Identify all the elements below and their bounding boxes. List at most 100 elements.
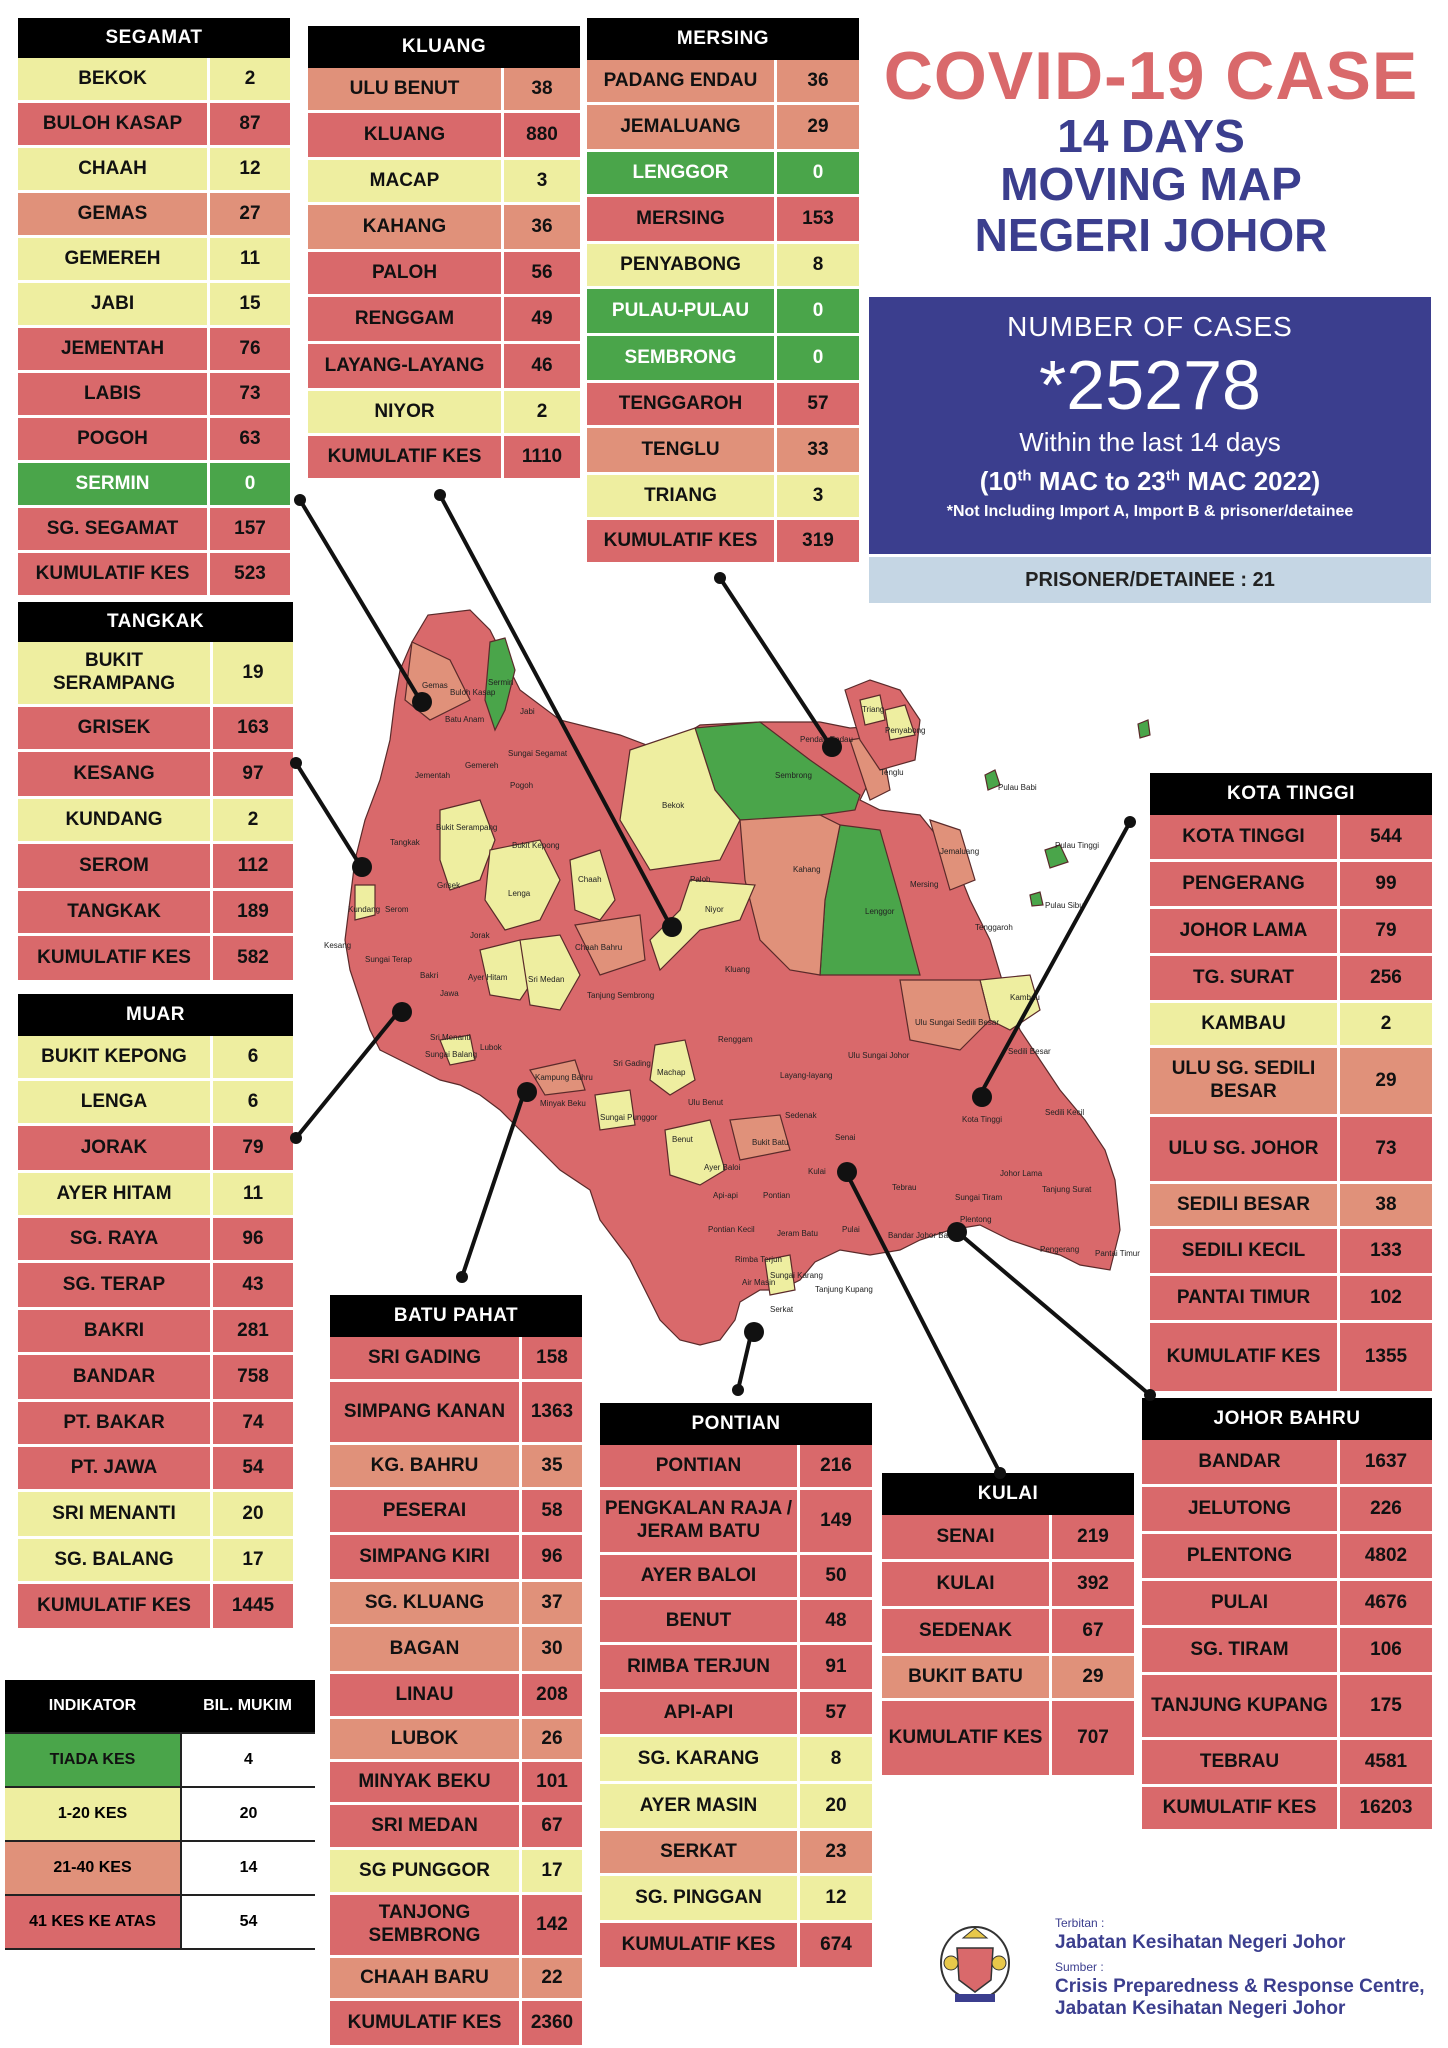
map-label-kota-tinggi: Kota Tinggi: [962, 1115, 1002, 1124]
mukim-row: SG. PINGGAN 12: [600, 1876, 872, 1923]
map-label-ulu-sedili: Ulu Sungai Sedili Besar: [915, 1018, 999, 1027]
mukim-row: KAMBAU 2: [1150, 1003, 1432, 1048]
mukim-name: KUMULATIF KES: [1142, 1787, 1340, 1829]
mukim-cases: 97: [242, 763, 264, 784]
mukim-cases: 67: [541, 1815, 563, 1836]
mukim-name: GEMAS: [18, 193, 210, 235]
connector-line-muar: [294, 1008, 402, 1140]
mukim-name: ULU BENUT: [308, 68, 504, 110]
mukim-cases: 153: [802, 208, 834, 229]
mukim-row: PULAI 4676: [1142, 1581, 1432, 1628]
mukim-name: PENYABONG: [587, 244, 777, 286]
mukim-cases: 4802: [1364, 1545, 1408, 1566]
mukim-name: JELUTONG: [1142, 1487, 1340, 1531]
mukim-cases: 142: [536, 1914, 568, 1935]
connector-dot: [662, 917, 682, 937]
mukim-name: KAMBAU: [1150, 1003, 1340, 1045]
mukim-row: JELUTONG 226: [1142, 1487, 1432, 1534]
sumber-label: Sumber :: [1055, 1960, 1104, 1974]
map-label-penyabong: Penyabong: [885, 726, 925, 735]
mukim-row: KUMULATIF KES 582: [18, 936, 293, 983]
connector-dot: [352, 857, 372, 877]
map-label-sermin: Sermin: [488, 678, 513, 687]
mukim-cases: 16203: [1359, 1797, 1413, 1818]
mukim-cases: 23: [825, 1841, 847, 1862]
mukim-name: CHAAH: [18, 148, 210, 190]
mukim-row: GRISEK 163: [18, 707, 293, 752]
mukim-cases: 73: [1375, 1138, 1397, 1159]
mukim-name: JABI: [18, 283, 210, 325]
district-panel-pontian: PONTIAN PONTIAN 216 PENGKALAN RAJA / JERAM …: [600, 1403, 872, 1970]
mukim-name: RIMBA TERJUN: [600, 1645, 800, 1689]
mukim-row: PULAU-PULAU 0: [587, 289, 859, 336]
mukim-name: BEKOK: [18, 58, 210, 100]
mukim-cases: 582: [237, 947, 269, 968]
mukim-name: JOHOR LAMA: [1150, 909, 1340, 953]
mukim-name: API-API: [600, 1692, 800, 1734]
mukim-cases: 208: [536, 1684, 568, 1705]
map-label-ayer-hitam: Ayer Hitam: [468, 973, 508, 982]
map-region-sermin: [484, 637, 516, 732]
mukim-row: TANJUNG KUPANG 175: [1142, 1675, 1432, 1740]
mukim-cases: 0: [812, 162, 824, 183]
map-label-kundang: Kundang: [348, 905, 380, 914]
legend-count: 54: [182, 1896, 315, 1948]
mukim-row: SG. SEGAMAT 157: [18, 508, 290, 553]
mukim-name: PADANG ENDAU: [587, 60, 777, 102]
mukim-row: KUMULATIF KES 674: [600, 1923, 872, 1970]
legend-header: INDIKATOR BIL. MUKIM: [5, 1680, 315, 1734]
mukim-row: KUMULATIF KES 2360: [330, 2001, 582, 2048]
mukim-name: LAYANG-LAYANG: [308, 344, 504, 388]
mukim-name: AYER BALOI: [600, 1555, 800, 1597]
district-panel-tangkak: TANGKAK BUKIT SERAMPANG 19 GRISEK 163 KESANG 9…: [18, 602, 293, 983]
mukim-name: JORAK: [18, 1126, 213, 1170]
mukim-cases: 74: [242, 1412, 264, 1433]
mukim-row: PENGERANG 99: [1150, 862, 1432, 909]
mukim-name: KUMULATIF KES: [330, 2001, 522, 2045]
mukim-name: BAKRI: [18, 1310, 213, 1352]
mukim-row: CHAAH BARU 22: [330, 1958, 582, 2001]
mukim-name: SG. BALANG: [18, 1539, 213, 1581]
mukim-name: KESANG: [18, 752, 213, 796]
mukim-row: SIMPANG KANAN 1363: [330, 1382, 582, 1445]
mukim-name: PESERAI: [330, 1490, 522, 1532]
mukim-cases: 17: [541, 1860, 563, 1881]
mukim-cases: 0: [812, 300, 824, 321]
map-region-triang: [859, 694, 886, 726]
mukim-name: KUMULATIF KES: [308, 436, 504, 478]
mukim-cases: 58: [541, 1500, 563, 1521]
map-label-ulu-sungai-johor: Ulu Sungai Johor: [848, 1051, 910, 1060]
mukim-cases: 1110: [521, 446, 563, 467]
district-header-pontian: PONTIAN: [600, 1403, 872, 1445]
district-header-batupahat: BATU PAHAT: [330, 1295, 582, 1337]
mukim-row: LENGA 6: [18, 1081, 293, 1126]
mukim-row: BAKRI 281: [18, 1310, 293, 1355]
mukim-row: SERKAT 23: [600, 1831, 872, 1876]
map-label-sungai-balang: Sungai Balang: [425, 1050, 477, 1059]
map-label-jorak: Jorak: [470, 931, 491, 940]
map-region-penyabong: [884, 704, 916, 741]
connector-dot: [837, 1162, 857, 1182]
map-label-kampung-bahru: Kampung Bahru: [535, 1073, 593, 1082]
map-label-pantai-timur: Pantai Timur: [1095, 1249, 1140, 1258]
district-header-kulai: KULAI: [882, 1473, 1134, 1515]
mukim-row: SERMIN 0: [18, 463, 290, 508]
district-panel-kulai: KULAI SENAI 219 KULAI 392 SEDENAK 67 BUKIT BATU…: [882, 1473, 1134, 1778]
map-label-tenggaroh: Tenggaroh: [975, 923, 1013, 932]
mukim-cases: 57: [807, 393, 829, 414]
map-region-bukit-serampang: [439, 799, 496, 891]
mukim-name: KUMULATIF KES: [18, 553, 210, 595]
mukim-name: SEMBRONG: [587, 336, 777, 380]
mukim-name: BENUT: [600, 1600, 800, 1642]
mukim-name: KUMULATIF KES: [1150, 1323, 1340, 1391]
legend-indicator: 1-20 KES: [5, 1788, 182, 1840]
mukim-row: SEDILI KECIL 133: [1150, 1229, 1432, 1276]
mukim-name: SG. TERAP: [18, 1263, 213, 1307]
map-label-lenggor: Lenggor: [865, 907, 895, 916]
district-header-mersing: MERSING: [587, 18, 859, 60]
mukim-name: SIMPANG KANAN: [330, 1382, 522, 1442]
map-label-sri-menanti: Sri Menanti: [430, 1033, 471, 1042]
map-label-sembrong: Sembrong: [775, 771, 812, 780]
legend-count: 4: [182, 1734, 315, 1786]
map-label-buloh: Buloh Kasap: [450, 688, 496, 697]
